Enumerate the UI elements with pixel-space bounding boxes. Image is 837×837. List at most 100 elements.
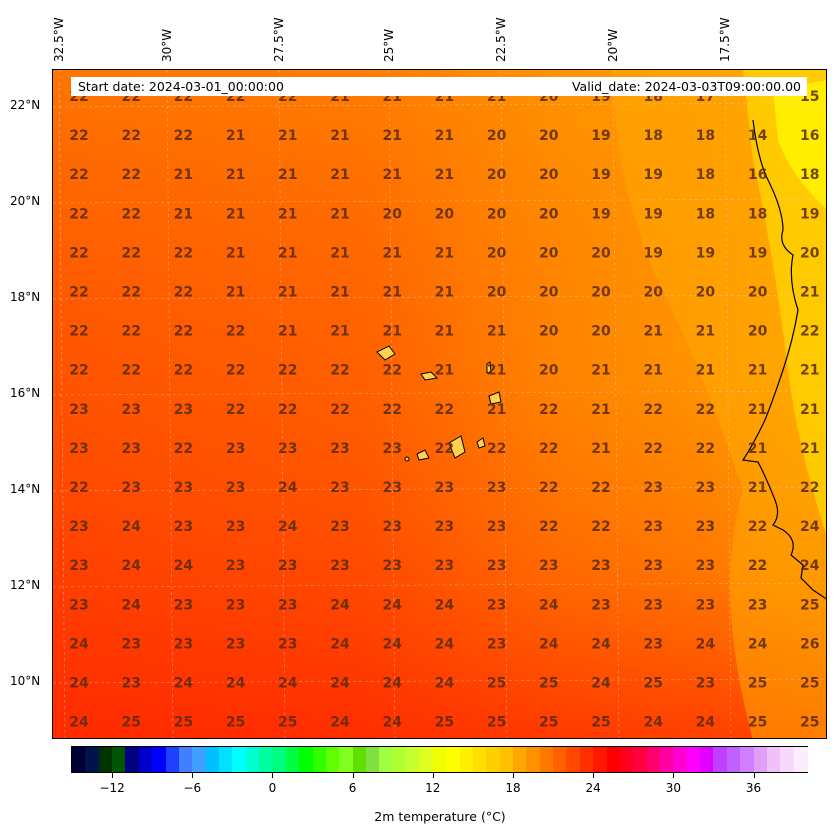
- temperature-value: 24: [69, 676, 89, 692]
- colorbar-segment: [606, 747, 621, 772]
- temperature-value: 22: [748, 558, 767, 574]
- longitude-label: 27.5°W: [272, 17, 286, 62]
- temperature-value: 24: [591, 676, 611, 692]
- temperature-value: 21: [748, 441, 767, 457]
- colorbar-segment: [72, 747, 86, 772]
- colorbar-segment: [138, 747, 153, 772]
- temperature-value: 25: [539, 676, 558, 692]
- temperature-value: 20: [539, 206, 559, 222]
- temperature-value: 23: [69, 519, 88, 535]
- temperature-value: 22: [278, 402, 297, 418]
- temperature-value: 18: [643, 128, 662, 144]
- colorbar-segment: [686, 747, 701, 772]
- temperature-value: 24: [69, 636, 89, 652]
- africa-coastline: [741, 119, 826, 600]
- temperature-value: 21: [696, 363, 715, 379]
- colorbar-segment: [352, 747, 367, 772]
- colorbar-segment: [726, 747, 741, 772]
- temperature-value: 24: [174, 676, 194, 692]
- temperature-value: 14: [748, 128, 768, 144]
- colorbar-segment: [673, 747, 688, 772]
- temperature-value: 21: [226, 167, 245, 183]
- temperature-value: 23: [226, 480, 245, 496]
- colorbar-tick-label: 18: [505, 781, 521, 795]
- temperature-value: 21: [278, 167, 297, 183]
- temperature-value: 23: [226, 441, 245, 457]
- temperature-value: 19: [591, 206, 610, 222]
- colorbar-segment: [392, 747, 407, 772]
- temperature-value: 24: [121, 597, 141, 613]
- temperature-value: 18: [696, 167, 715, 183]
- colorbar-tick: [513, 773, 514, 778]
- colorbar-segment: [539, 747, 554, 772]
- temperature-value: 21: [278, 324, 297, 340]
- temperature-value: 23: [696, 480, 715, 496]
- colorbar-tick: [673, 773, 675, 778]
- temperature-value: 18: [800, 167, 819, 183]
- temperature-value: 16: [748, 167, 767, 183]
- temperature-value: 23: [330, 519, 349, 535]
- temperature-value: 25: [800, 676, 819, 692]
- temperature-value: 21: [174, 167, 193, 183]
- temperature-value: 23: [539, 558, 558, 574]
- colorbar-tick-label: 24: [585, 781, 601, 795]
- island-brava: [404, 456, 410, 462]
- colorbar-tick-label: 30: [665, 781, 681, 795]
- temperature-value: 24: [382, 676, 402, 692]
- temperature-value: 22: [330, 402, 349, 418]
- temperature-value: 18: [748, 206, 767, 222]
- temperature-value: 22: [382, 402, 401, 418]
- temperature-value: 20: [539, 245, 559, 261]
- colorbar-segment: [272, 747, 287, 772]
- temperature-value: 24: [435, 597, 455, 613]
- temperature-value: 21: [330, 167, 349, 183]
- temperature-value: 20: [539, 324, 559, 340]
- temperature-value: 25: [487, 676, 506, 692]
- temperature-value: 25: [539, 715, 558, 731]
- temperature-value: 20: [591, 285, 611, 301]
- temperature-value: 24: [278, 676, 298, 692]
- temperature-value: 20: [748, 285, 768, 301]
- temperature-value: 23: [121, 402, 140, 418]
- temperature-value: 21: [800, 441, 819, 457]
- colorbar-segment: [192, 747, 207, 772]
- temperature-value: 23: [278, 558, 297, 574]
- colorbar-tick-label: 6: [348, 781, 357, 795]
- temperature-value: 22: [539, 480, 558, 496]
- temperature-value: 22: [69, 206, 88, 222]
- longitude-label: 20°W: [606, 28, 620, 62]
- colorbar-segment: [312, 747, 327, 772]
- temperature-value: 25: [748, 676, 767, 692]
- temperature-value: 21: [643, 363, 662, 379]
- temperature-value: 20: [487, 245, 507, 261]
- temperature-value: 24: [382, 636, 402, 652]
- colorbar-segment: [513, 747, 527, 772]
- temperature-value: 22: [69, 245, 88, 261]
- colorbar-segment: [633, 747, 648, 772]
- longitude-label: 17.5°W: [718, 17, 732, 62]
- temperature-value: 22: [226, 402, 245, 418]
- map-frame: 22 22 22 22 22 21 21 21 21 20 19 18 17 15 22 22 22 21 21 21…: [52, 69, 827, 739]
- temperature-value: 25: [800, 715, 819, 731]
- colorbar-segment: [379, 747, 394, 772]
- temperature-value: 23: [174, 402, 193, 418]
- temperature-value: 21: [226, 128, 245, 144]
- colorbar-tick-label: 0: [268, 781, 277, 795]
- temperature-value: 20: [539, 167, 559, 183]
- temperature-value: 23: [643, 480, 662, 496]
- temperature-value: 21: [487, 363, 506, 379]
- longitude-label: 22.5°W: [494, 17, 508, 62]
- temperature-value: 21: [435, 128, 454, 144]
- temperature-value: 24: [226, 676, 246, 692]
- island-sal: [486, 361, 492, 374]
- colorbar-segment: [339, 747, 354, 772]
- temperature-value: 24: [800, 558, 820, 574]
- temperature-value: 22: [591, 480, 610, 496]
- colorbar-tick: [593, 773, 595, 778]
- temperature-value: 19: [800, 206, 819, 222]
- temperature-value: 21: [330, 285, 349, 301]
- temperature-value: 21: [382, 324, 401, 340]
- colorbar-tick: [432, 773, 434, 778]
- temperature-value: 23: [69, 441, 88, 457]
- temperature-value: 21: [591, 363, 610, 379]
